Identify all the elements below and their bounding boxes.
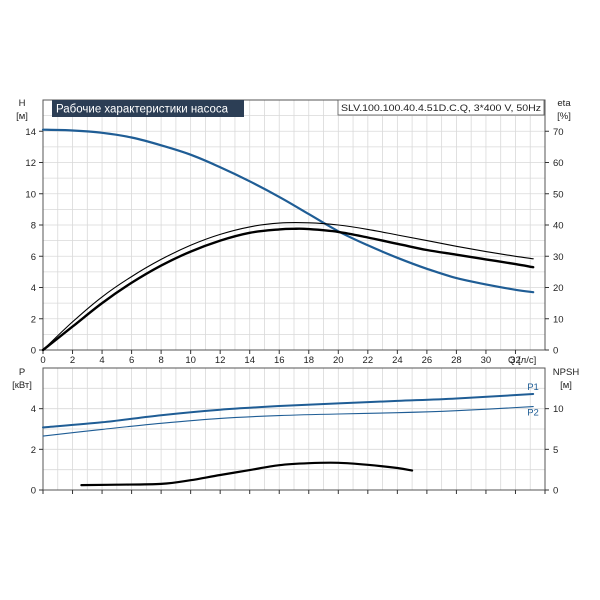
x-tick-label: 30 <box>481 355 492 366</box>
x-tick-label: 20 <box>333 355 344 366</box>
y-axis-unit-left: [м] <box>16 111 28 122</box>
y-tick-label-left: 0 <box>31 486 36 497</box>
x-tick-label: 4 <box>99 355 104 366</box>
y-tick-label-left: 10 <box>25 189 36 200</box>
y-tick-label-right: 40 <box>553 221 564 232</box>
y-axis-unit-right: [м] <box>560 380 572 391</box>
power-npsh-plot: 0 2 4 0 5 10 P [кВт] NPSH [м] P1 P2 <box>12 367 579 497</box>
y-tick-label-left: 0 <box>31 346 36 357</box>
x-tick-label: 0 <box>40 355 45 366</box>
y-tick-label-left: 4 <box>31 283 36 294</box>
x-tick-label: 2 <box>70 355 75 366</box>
series-line-1 <box>42 406 534 437</box>
series-label: P1 <box>527 382 539 393</box>
y-tick-label-left: 6 <box>31 252 36 263</box>
x-tick-label: 10 <box>185 355 196 366</box>
series-line-2 <box>80 461 414 487</box>
y-axis-unit-left: [кВт] <box>12 380 32 391</box>
y-tick-label-left: 12 <box>25 158 36 169</box>
y-axis-title-right: NPSH <box>553 367 580 378</box>
y-tick-label-right: 5 <box>553 445 558 456</box>
x-tick-label: 26 <box>422 355 433 366</box>
x-tick-label: 16 <box>274 355 285 366</box>
y-tick-label-left: 4 <box>31 404 36 415</box>
y-axis-title-left: H <box>19 98 26 109</box>
series-line-0 <box>41 128 535 294</box>
y-tick-label-right: 10 <box>553 404 564 415</box>
y-tick-label-right: 10 <box>553 314 564 325</box>
x-axis-title: Q [л/с] <box>508 355 536 366</box>
y-tick-label-right: 60 <box>553 158 564 169</box>
y-axis-title-left: P <box>19 367 25 378</box>
plot-frame <box>42 367 546 491</box>
y-tick-label-right: 30 <box>553 252 564 263</box>
y-tick-label-right: 50 <box>553 189 564 200</box>
y-tick-label-left: 2 <box>31 314 36 325</box>
x-tick-label: 12 <box>215 355 226 366</box>
series-line-1 <box>41 227 535 352</box>
model-label: SLV.100.100.40.4.51D.C.Q, 3*400 V, 50Hz <box>341 103 542 113</box>
x-tick-label: 28 <box>451 355 462 366</box>
x-tick-label: 18 <box>303 355 314 366</box>
x-tick-label: 8 <box>158 355 163 366</box>
chart-title: Рабочие характеристики насоса <box>56 104 229 116</box>
y-axis-title-right: eta <box>557 98 571 109</box>
y-tick-label-left: 14 <box>25 127 36 138</box>
x-tick-label: 32 <box>510 355 521 366</box>
model-label-box <box>337 99 545 116</box>
x-tick-label: 6 <box>129 355 134 366</box>
y-tick-label-right: 0 <box>553 486 558 497</box>
y-tick-label-left: 2 <box>31 445 36 456</box>
y-axis-unit-right: [%] <box>557 111 571 122</box>
series-label: P2 <box>527 408 539 419</box>
x-tick-label: 22 <box>363 355 374 366</box>
y-tick-label-right: 0 <box>553 346 558 357</box>
y-tick-label-right: 20 <box>553 283 564 294</box>
y-tick-label-right: 70 <box>553 127 564 138</box>
title-box <box>52 100 244 117</box>
y-tick-label-left: 8 <box>31 221 36 232</box>
series-line-2 <box>42 222 534 351</box>
x-tick-label: 24 <box>392 355 403 366</box>
performance-plot: 0 2 4 6 8 10 12 14 16 18 20 22 24 26 28 30 3202468101214… <box>16 98 571 366</box>
x-tick-label: 14 <box>244 355 255 366</box>
series-line-0 <box>42 393 535 429</box>
